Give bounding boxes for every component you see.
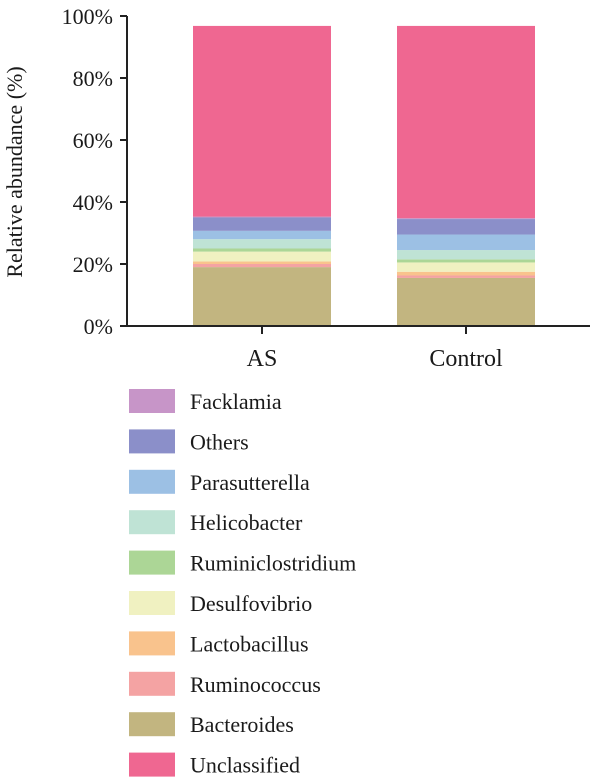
bar-segment-bacteroides (397, 277, 535, 326)
legend-label: Desulfovibrio (190, 591, 312, 616)
legend-item: Desulfovibrio (129, 591, 312, 616)
y-tick-label: 40% (73, 190, 113, 215)
legend-swatch (129, 389, 175, 413)
bar-segment-others (397, 219, 535, 235)
bar-segment-unclassified (193, 25, 331, 217)
legend: Facklamia Others Parasutterella Helicobacte… (129, 389, 356, 778)
bar-segment-ruminiclostridium (397, 259, 535, 263)
bar-segment-others (193, 217, 331, 231)
legend-item: Ruminococcus (129, 671, 321, 697)
legend-swatch (129, 469, 175, 494)
legend-item: Unclassified (129, 752, 300, 778)
bar-segment-helicobacter (193, 239, 331, 249)
x-tick-label: AS (247, 346, 278, 372)
legend-swatch (129, 550, 175, 575)
y-tick-label: 0% (84, 314, 113, 339)
legend-label: Bacteroides (190, 712, 294, 737)
bar-segment-desulfovibrio (397, 262, 535, 272)
legend-label: Ruminiclostridium (190, 551, 356, 576)
legend-swatch (129, 712, 175, 737)
bar-stack-as (193, 25, 331, 326)
legend-item: Others (129, 429, 249, 454)
bar-segment-helicobacter (397, 250, 535, 260)
legend-label: Helicobacter (190, 510, 303, 535)
bar-segment-ruminiclostridium (193, 248, 331, 252)
y-axis-label: Relative abundance (%) (2, 66, 27, 277)
legend-item: Parasutterella (129, 469, 310, 495)
legend-swatch (129, 631, 175, 656)
legend-label: Others (190, 429, 249, 454)
legend-label: Ruminococcus (190, 672, 321, 697)
bar-segment-ruminococcus (193, 264, 331, 268)
bar-segment-parasutterella (193, 230, 331, 240)
legend-swatch (129, 429, 175, 454)
bar-segment-bacteroides (193, 267, 331, 326)
bar-segment-facklamia (397, 218, 535, 220)
y-tick-label: 20% (73, 252, 113, 277)
legend-swatch (129, 752, 175, 777)
bar-segment-ruminococcus (397, 275, 535, 278)
legend-label: Unclassified (190, 753, 300, 778)
legend-label: Lactobacillus (190, 631, 309, 656)
x-axis: AS Control (127, 325, 590, 372)
legend-swatch (129, 671, 175, 696)
bar-segment-lactobacillus (397, 271, 535, 276)
y-tick-label: 60% (73, 128, 113, 153)
legend-label: Parasutterella (190, 470, 310, 495)
legend-item: Facklamia (129, 389, 282, 414)
bars (193, 25, 535, 326)
legend-label: Facklamia (190, 389, 282, 414)
bar-segment-unclassified (397, 25, 535, 219)
bar-stack-control (397, 25, 535, 326)
y-tick-label: 80% (73, 66, 113, 91)
bar-segment-parasutterella (397, 234, 535, 251)
legend-swatch (129, 591, 175, 615)
bar-segment-lactobacillus (193, 261, 331, 264)
legend-swatch (129, 510, 175, 535)
y-axis: 0% 20% 40% 60% 80% 100% (62, 4, 128, 339)
legend-item: Ruminiclostridium (129, 550, 356, 576)
legend-item: Lactobacillus (129, 631, 309, 656)
legend-item: Bacteroides (129, 712, 294, 737)
legend-item: Helicobacter (129, 510, 303, 535)
y-tick-label: 100% (62, 4, 113, 29)
bar-segment-facklamia (193, 216, 331, 218)
x-tick-label: Control (429, 346, 503, 372)
bar-segment-desulfovibrio (193, 251, 331, 262)
